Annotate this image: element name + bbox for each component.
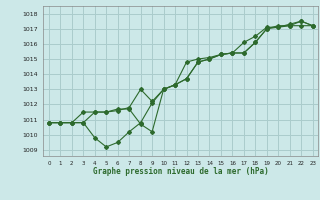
X-axis label: Graphe pression niveau de la mer (hPa): Graphe pression niveau de la mer (hPa) xyxy=(93,167,269,176)
